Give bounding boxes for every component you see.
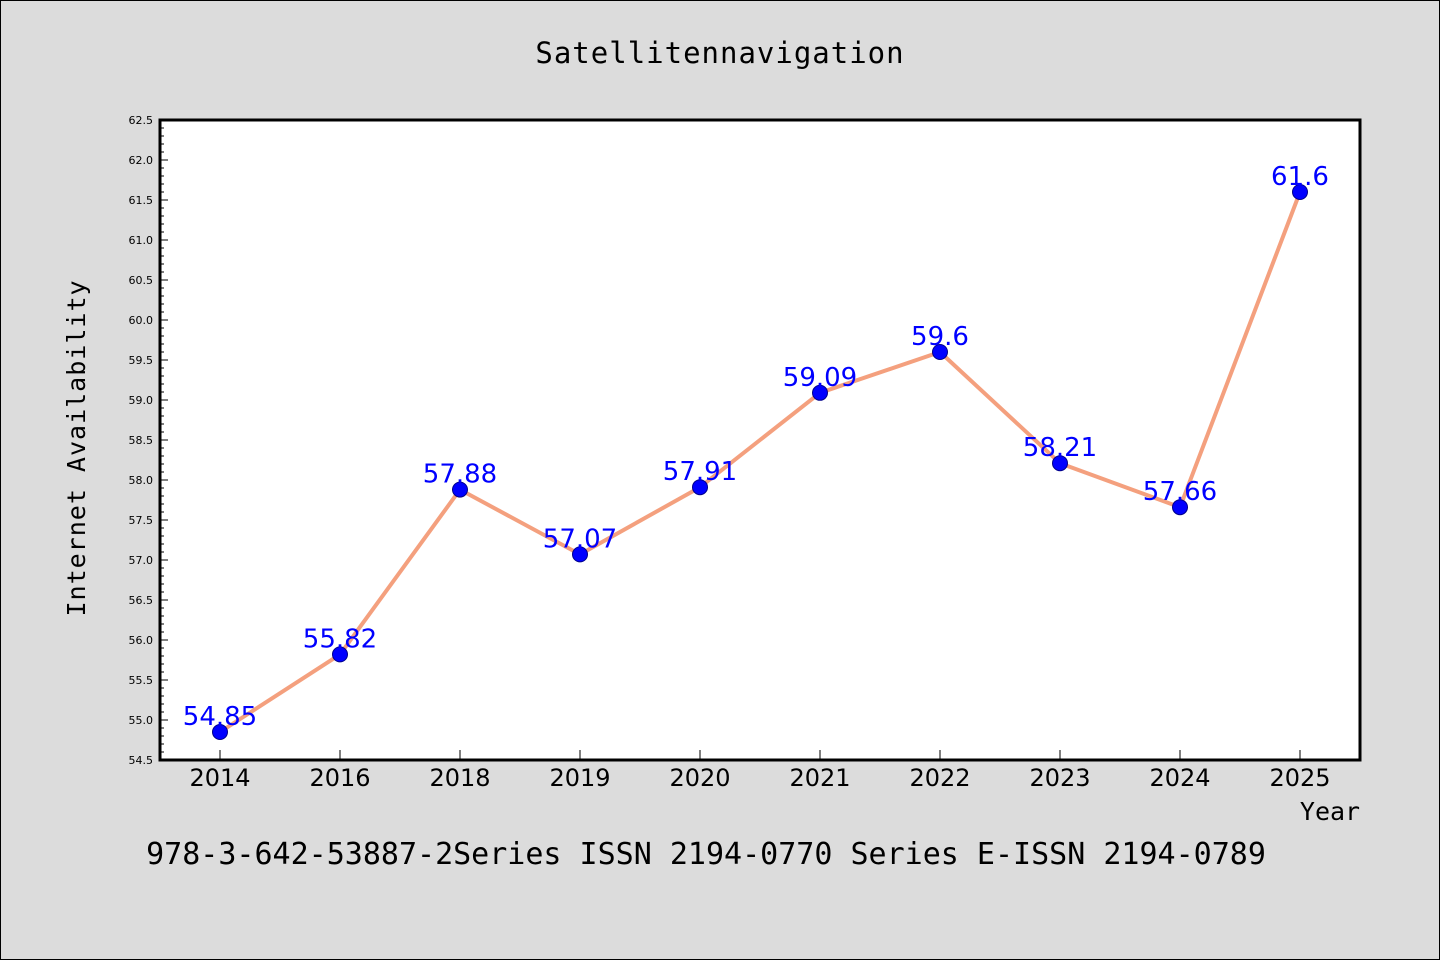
data-markers bbox=[212, 184, 1308, 740]
x-tick-label: 2014 bbox=[189, 764, 250, 792]
footer-text: 978-3-642-53887-2Series ISSN 2194-0770 S… bbox=[146, 837, 1266, 872]
series-line bbox=[218, 191, 1302, 734]
data-label: 57.88 bbox=[423, 460, 497, 490]
data-point bbox=[1292, 184, 1308, 200]
data-label: 59.09 bbox=[783, 363, 857, 393]
data-point bbox=[332, 646, 348, 663]
y-tick-label: 55.5 bbox=[129, 674, 154, 687]
y-tick-label: 60.0 bbox=[129, 314, 154, 327]
y-tick-label: 61.0 bbox=[129, 234, 154, 247]
y-tick-label: 57.0 bbox=[129, 554, 154, 567]
x-axis-label: Year bbox=[1300, 797, 1360, 826]
data-labels: 54.85 55.82 57.88 57.07 57.91 59.09 59.6 58.21 5… bbox=[183, 162, 1329, 732]
x-axis: 2014 2016 2018 2019 2020 2021 2022 2023 2024 2025 bbox=[189, 750, 1331, 792]
y-tick-label: 60.5 bbox=[129, 274, 154, 287]
x-tick-label: 2023 bbox=[1029, 764, 1090, 792]
data-point bbox=[452, 481, 468, 498]
y-tick-label: 58.5 bbox=[129, 434, 154, 447]
plot-area bbox=[158, 118, 1362, 762]
data-label: 55.82 bbox=[303, 624, 377, 654]
x-tick-label: 2020 bbox=[669, 764, 730, 792]
y-tick-label: 56.5 bbox=[129, 594, 154, 607]
y-tick-label: 57.5 bbox=[129, 514, 154, 527]
x-tick-label: 2024 bbox=[1149, 764, 1210, 792]
data-label: 58.21 bbox=[1023, 433, 1097, 463]
y-tick-label: 62.0 bbox=[129, 154, 154, 167]
x-tick-label: 2018 bbox=[429, 764, 490, 792]
data-label: 57.07 bbox=[543, 524, 617, 554]
y-tick-label: 59.5 bbox=[129, 354, 154, 367]
y-tick-label: 54.5 bbox=[129, 754, 154, 767]
y-axis-label: Internet Availability bbox=[62, 279, 91, 616]
data-label: 57.66 bbox=[1143, 477, 1217, 507]
x-tick-label: 2025 bbox=[1269, 764, 1330, 792]
chart-title: Satellitennavigation bbox=[535, 36, 904, 70]
data-label: 59.6 bbox=[911, 322, 969, 352]
y-tick-label: 59.0 bbox=[129, 394, 154, 407]
x-tick-label: 2022 bbox=[909, 764, 970, 792]
x-tick-label: 2021 bbox=[789, 764, 850, 792]
data-point bbox=[812, 384, 828, 401]
data-point bbox=[692, 479, 708, 496]
data-point bbox=[1172, 499, 1188, 516]
y-axis: 54.5 55.0 55.5 56.0 56.5 57.0 57.5 58.0 58.5 59.0… bbox=[129, 114, 168, 767]
y-tick-label: 55.0 bbox=[129, 714, 154, 727]
data-label: 54.85 bbox=[183, 702, 257, 732]
data-label: 61.6 bbox=[1271, 162, 1329, 192]
y-tick-label: 58.0 bbox=[129, 474, 154, 487]
x-tick-label: 2019 bbox=[549, 764, 610, 792]
x-tick-label: 2016 bbox=[309, 764, 370, 792]
y-tick-label: 62.5 bbox=[129, 114, 154, 127]
data-label: 57.91 bbox=[663, 457, 737, 487]
data-point bbox=[572, 546, 588, 563]
y-tick-label: 56.0 bbox=[129, 634, 154, 647]
y-tick-label: 61.5 bbox=[129, 194, 154, 207]
data-point bbox=[932, 344, 948, 360]
data-point bbox=[1052, 455, 1068, 472]
data-point bbox=[212, 724, 228, 740]
